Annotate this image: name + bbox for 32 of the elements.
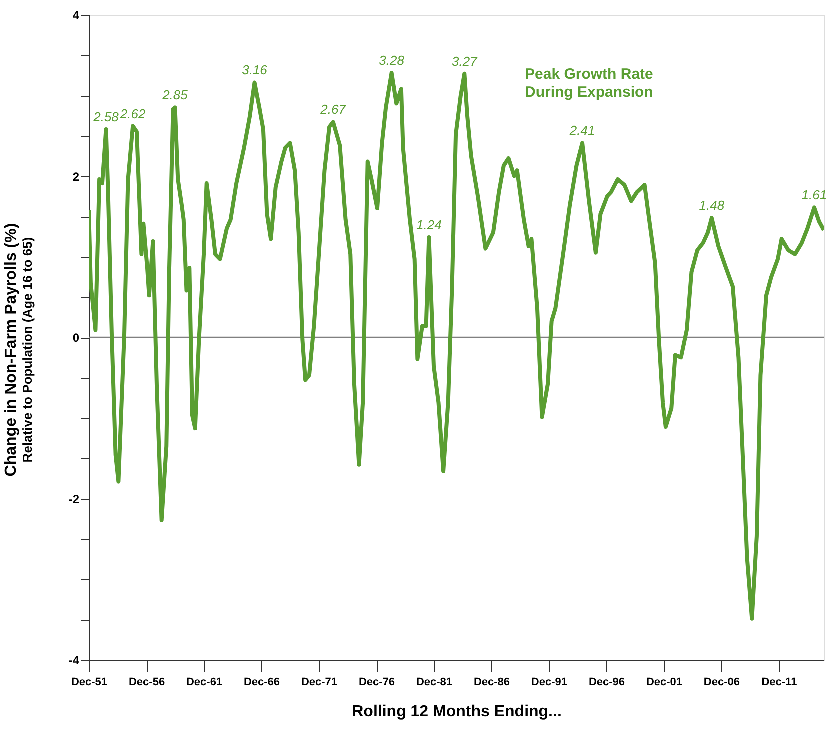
- x-tick-label: Dec-61: [186, 676, 223, 688]
- annotation: Peak Growth Rate During Expansion: [525, 66, 654, 101]
- x-tick-label: Dec-71: [301, 676, 338, 688]
- y-tick-label: 0: [72, 331, 80, 345]
- annotation: 1.48: [699, 198, 726, 214]
- y-tick-label: 2: [72, 170, 80, 184]
- x-tick-label: Dec-66: [244, 676, 280, 688]
- annotation: 3.27: [452, 54, 478, 69]
- x-tick-label: Dec-96: [588, 676, 626, 688]
- annotation: 2.85: [162, 88, 189, 103]
- annotation: 2.41: [568, 123, 596, 138]
- x-tick-label: Dec-11: [762, 676, 798, 688]
- x-tick-label: Dec-86: [474, 676, 510, 688]
- x-tick-label: Dec-81: [416, 676, 453, 688]
- x-tick-label: Dec-76: [358, 676, 396, 688]
- x-tick-label: Dec-06: [704, 676, 740, 688]
- y-tick-label: 4: [72, 8, 80, 22]
- y-tick-label: -2: [68, 492, 80, 506]
- x-tick-label: Dec-91: [531, 676, 568, 688]
- annotation: 2.58: [92, 109, 120, 124]
- x-tick-label: Dec-56: [128, 676, 166, 688]
- annotation: 3.16: [242, 62, 268, 78]
- y-tick-label: -4: [68, 654, 80, 668]
- annotation: 1.24: [416, 218, 442, 233]
- annotation: 2.62: [119, 106, 146, 122]
- y-axis-title: Change in Non-Farm Payrolls (%) Relative to Population (Age 16 to 65): [3, 223, 35, 477]
- annotation: 1.61: [802, 188, 828, 203]
- annotation: 2.67: [320, 102, 347, 118]
- x-tick-label: Dec-01: [646, 676, 683, 688]
- x-axis-title: Rolling 12 Months Ending...: [352, 704, 562, 720]
- annotation: 3.28: [379, 53, 406, 68]
- x-tick-label: Dec-51: [71, 676, 108, 688]
